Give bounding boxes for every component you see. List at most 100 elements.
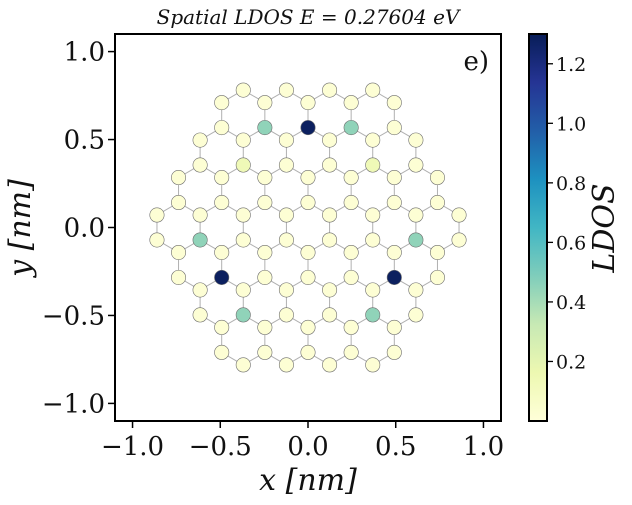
atom-site [386,195,402,211]
atom-site [365,207,381,223]
atom-site [343,244,359,260]
colorbar-tick-label: 1.0 [556,113,586,135]
atom-site [343,344,359,360]
atom-site [322,307,338,323]
y-tick-label: 0.5 [64,126,105,156]
atom-site [408,232,424,248]
atom-site [192,157,208,173]
atom-site [257,244,273,260]
atom-site [343,170,359,186]
colorbar-ticks: 0.2 0.4 0.6 0.8 1.0 1.2 [547,54,586,373]
atom-site [278,357,294,373]
atom-site [235,82,251,98]
atom-site [322,232,338,248]
atom-site [214,170,230,186]
atom-site [257,344,273,360]
x-tick-label: −1.0 [101,432,164,462]
atom-site [278,157,294,173]
atom-site [235,282,251,298]
atom-site [429,170,445,186]
atom-site [322,132,338,148]
atom-site [278,82,294,98]
atom-site [343,269,359,285]
colorbar-frame [528,33,548,422]
atom-site [451,232,467,248]
atom-site [278,282,294,298]
atom-site [300,269,316,285]
atom-site [278,207,294,223]
atom-site [386,95,402,111]
atom-site [300,170,316,186]
atom-site [235,232,251,248]
atom-site [408,132,424,148]
y-tick-label: −0.5 [42,301,105,331]
atom-site [149,207,165,223]
atom-site [257,95,273,111]
atom-site [171,244,187,260]
chart-title: Spatial LDOS E = 0.27604 eV [157,5,462,29]
atom-site [192,232,208,248]
x-axis-label: x [nm] [259,463,357,498]
x-tick-label: 0.0 [287,432,328,462]
atom-site [322,207,338,223]
atom-site [322,357,338,373]
atom-site [171,170,187,186]
atom-site [257,319,273,335]
x-tick-label: −0.5 [189,432,252,462]
atom-site [365,282,381,298]
atom-site [322,282,338,298]
atom-site [386,269,402,285]
atom-site [235,357,251,373]
atom-site [343,195,359,211]
colorbar [529,34,547,421]
atom-site [429,244,445,260]
atom-site [214,269,230,285]
atom-site [386,244,402,260]
x-tick-label: 1.0 [463,432,504,462]
atom-site [214,244,230,260]
atom-site [214,319,230,335]
atom-site [300,319,316,335]
atom-site [408,307,424,323]
x-tick-label: 0.5 [375,432,416,462]
atom-site [343,120,359,136]
atom-site [365,82,381,98]
atom-site [278,232,294,248]
plot-area [115,34,501,421]
atom-site [343,95,359,111]
atom-site [192,307,208,323]
atom-site [386,319,402,335]
atom-site [386,170,402,186]
atom-site [214,120,230,136]
atom-site [408,207,424,223]
atom-site [300,244,316,260]
atom-site [192,207,208,223]
atom-site [429,269,445,285]
atom-site [214,344,230,360]
atom-site [235,157,251,173]
colorbar-tick-label: 0.2 [556,351,586,373]
atom-site [365,132,381,148]
colorbar-tick-label: 0.6 [556,232,586,254]
atom-site [149,232,165,248]
y-tick-label: 1.0 [64,38,105,68]
atom-site [386,344,402,360]
atom-site [365,357,381,373]
atom-site [365,232,381,248]
atom-site [300,120,316,136]
atom-site [257,195,273,211]
atom-site [257,269,273,285]
y-axis-label: y [nm] [3,179,38,279]
y-axis-ticks: −1.0 −0.5 0.0 0.5 1.0 [42,38,115,419]
atom-site [235,207,251,223]
atom-site [322,157,338,173]
atom-site [171,195,187,211]
colorbar-tick-label: 0.8 [556,173,586,195]
y-tick-label: −1.0 [42,389,105,419]
atom-site [257,170,273,186]
x-axis-ticks: −1.0 −0.5 0.0 0.5 1.0 [101,421,504,462]
atom-site [300,344,316,360]
atom-site [214,95,230,111]
atom-site [386,120,402,136]
